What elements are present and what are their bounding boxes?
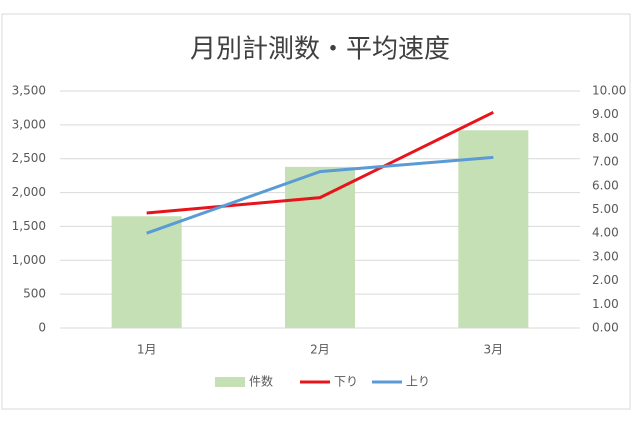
y2-tick-label: 2.00 (592, 273, 619, 287)
y2-tick-label: 4.00 (592, 226, 619, 240)
y2-tick-label: 3.00 (592, 249, 619, 263)
legend-swatch (215, 377, 245, 387)
y2-tick-label: 6.00 (592, 178, 619, 192)
legend-label: 上り (406, 375, 430, 389)
x-tick-label: 2月 (310, 343, 330, 357)
y2-tick-label: 0.00 (592, 321, 619, 335)
bar (111, 216, 182, 328)
y-tick-label: 2,000 (12, 185, 46, 199)
y2-tick-label: 5.00 (592, 202, 619, 216)
y-tick-label: 2,500 (12, 151, 46, 165)
line (146, 155, 494, 235)
y-tick-label: 1,500 (12, 219, 46, 233)
line (146, 110, 494, 215)
y2-tick-label: 9.00 (592, 107, 619, 121)
legend-label: 下り (334, 375, 358, 389)
legend-label: 件数 (249, 374, 273, 389)
bar (285, 166, 355, 328)
y2-tick-label: 7.00 (592, 155, 619, 169)
y2-tick-label: 1.00 (592, 297, 619, 311)
y2-tick-label: 8.00 (592, 131, 619, 145)
y-tick-label: 3,000 (12, 117, 46, 131)
x-tick-label: 3月 (484, 343, 504, 357)
x-tick-label: 1月 (137, 343, 157, 357)
chart-title: 月別計測数・平均速度 (190, 35, 450, 65)
y-tick-label: 3,500 (12, 84, 46, 98)
y2-tick-label: 10.00 (592, 84, 626, 98)
bar (458, 130, 529, 328)
y-tick-label: 500 (23, 287, 46, 301)
y-tick-label: 1,000 (12, 253, 46, 267)
y-tick-label: 0 (38, 321, 46, 335)
